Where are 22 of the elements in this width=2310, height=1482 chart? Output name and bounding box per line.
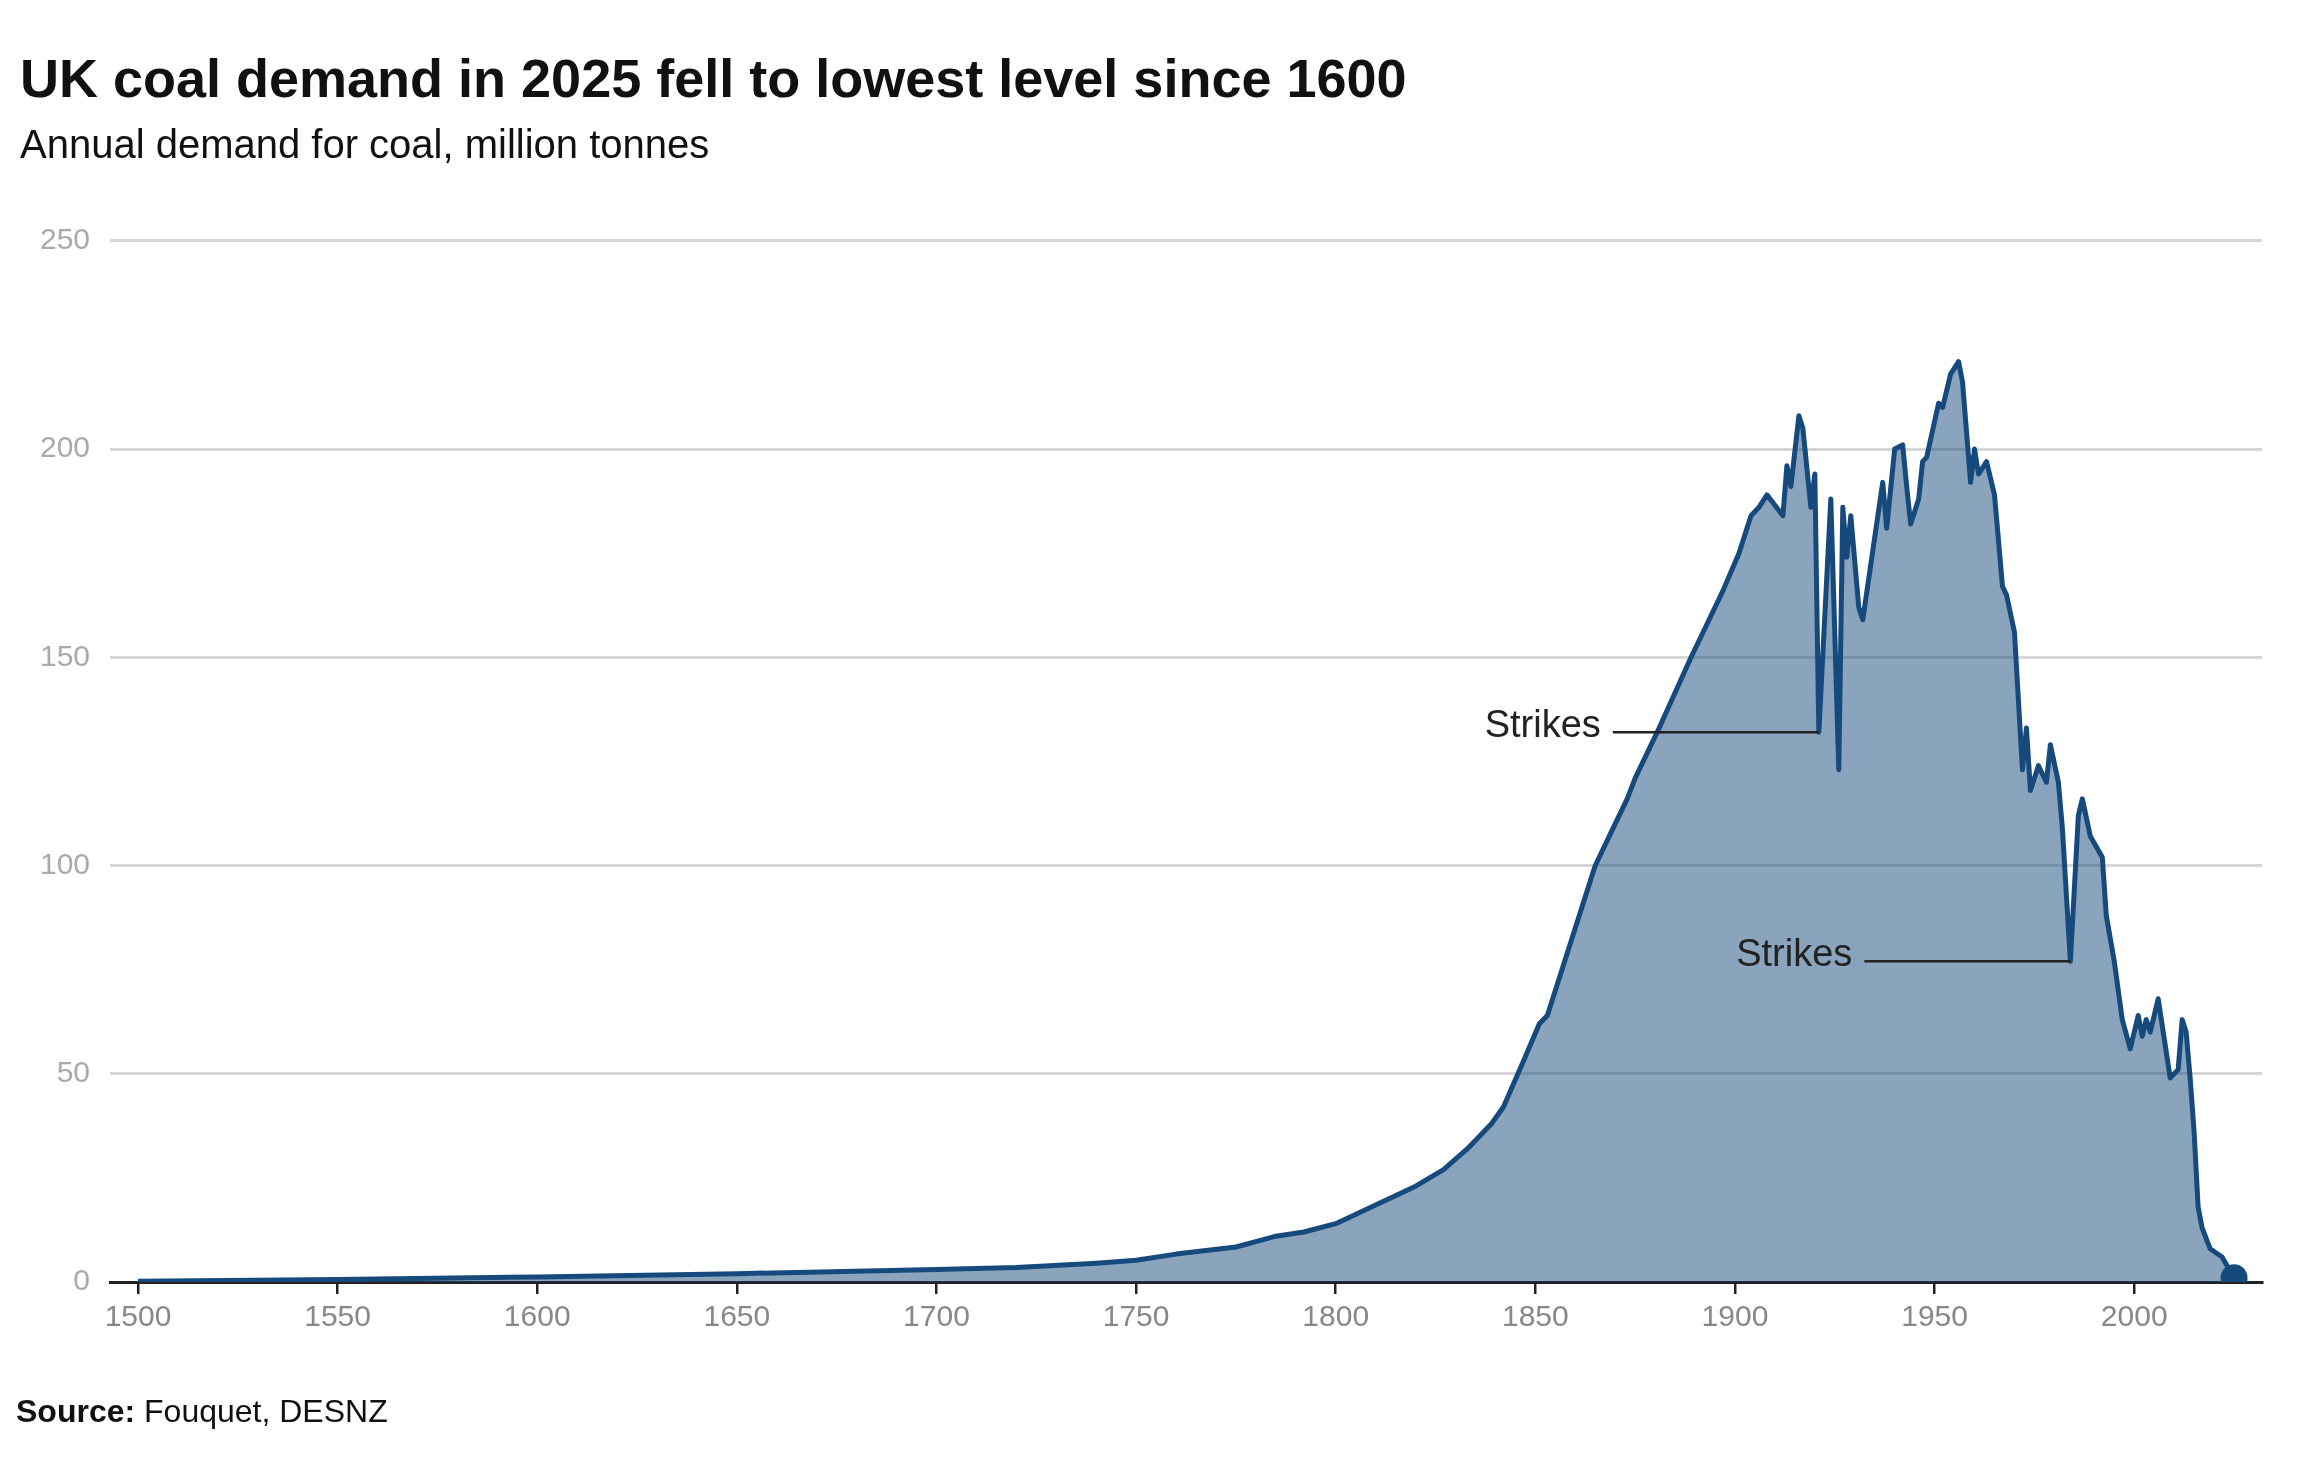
annotation: Strikes [1736, 931, 1853, 974]
y-tick-label: 0 [73, 1263, 91, 1297]
y-tick-label: 100 [39, 846, 91, 880]
source-note: Source: Fouquet, DESNZ [16, 1393, 388, 1429]
x-tick-label: 2000 [2100, 1299, 2168, 1333]
y-tick-label: 150 [39, 638, 91, 672]
x-tick-label: 1650 [703, 1299, 771, 1333]
x-tick-label: 1950 [1901, 1299, 1968, 1333]
y-tick-label: 200 [39, 430, 91, 464]
x-tick-label: 1900 [1701, 1299, 1769, 1333]
x-tick-label: 1850 [1501, 1299, 1569, 1333]
x-tick-label: 1750 [1102, 1299, 1170, 1333]
x-tick-label: 1700 [903, 1299, 970, 1333]
y-tick-label: 250 [39, 222, 91, 256]
y-tick-label: 50 [56, 1055, 91, 1089]
x-tick-label: 1550 [304, 1299, 371, 1333]
x-tick-label: 1500 [104, 1299, 172, 1333]
annotation: Strikes [1484, 702, 1601, 745]
x-tick-label: 1800 [1302, 1299, 1370, 1333]
chart-title: UK coal demand in 2025 fell to lowest level since 1600 [20, 48, 1407, 109]
chart-subtitle: Annual demand for coal, million tonnes [20, 121, 710, 166]
x-tick-label: 1600 [503, 1299, 571, 1333]
